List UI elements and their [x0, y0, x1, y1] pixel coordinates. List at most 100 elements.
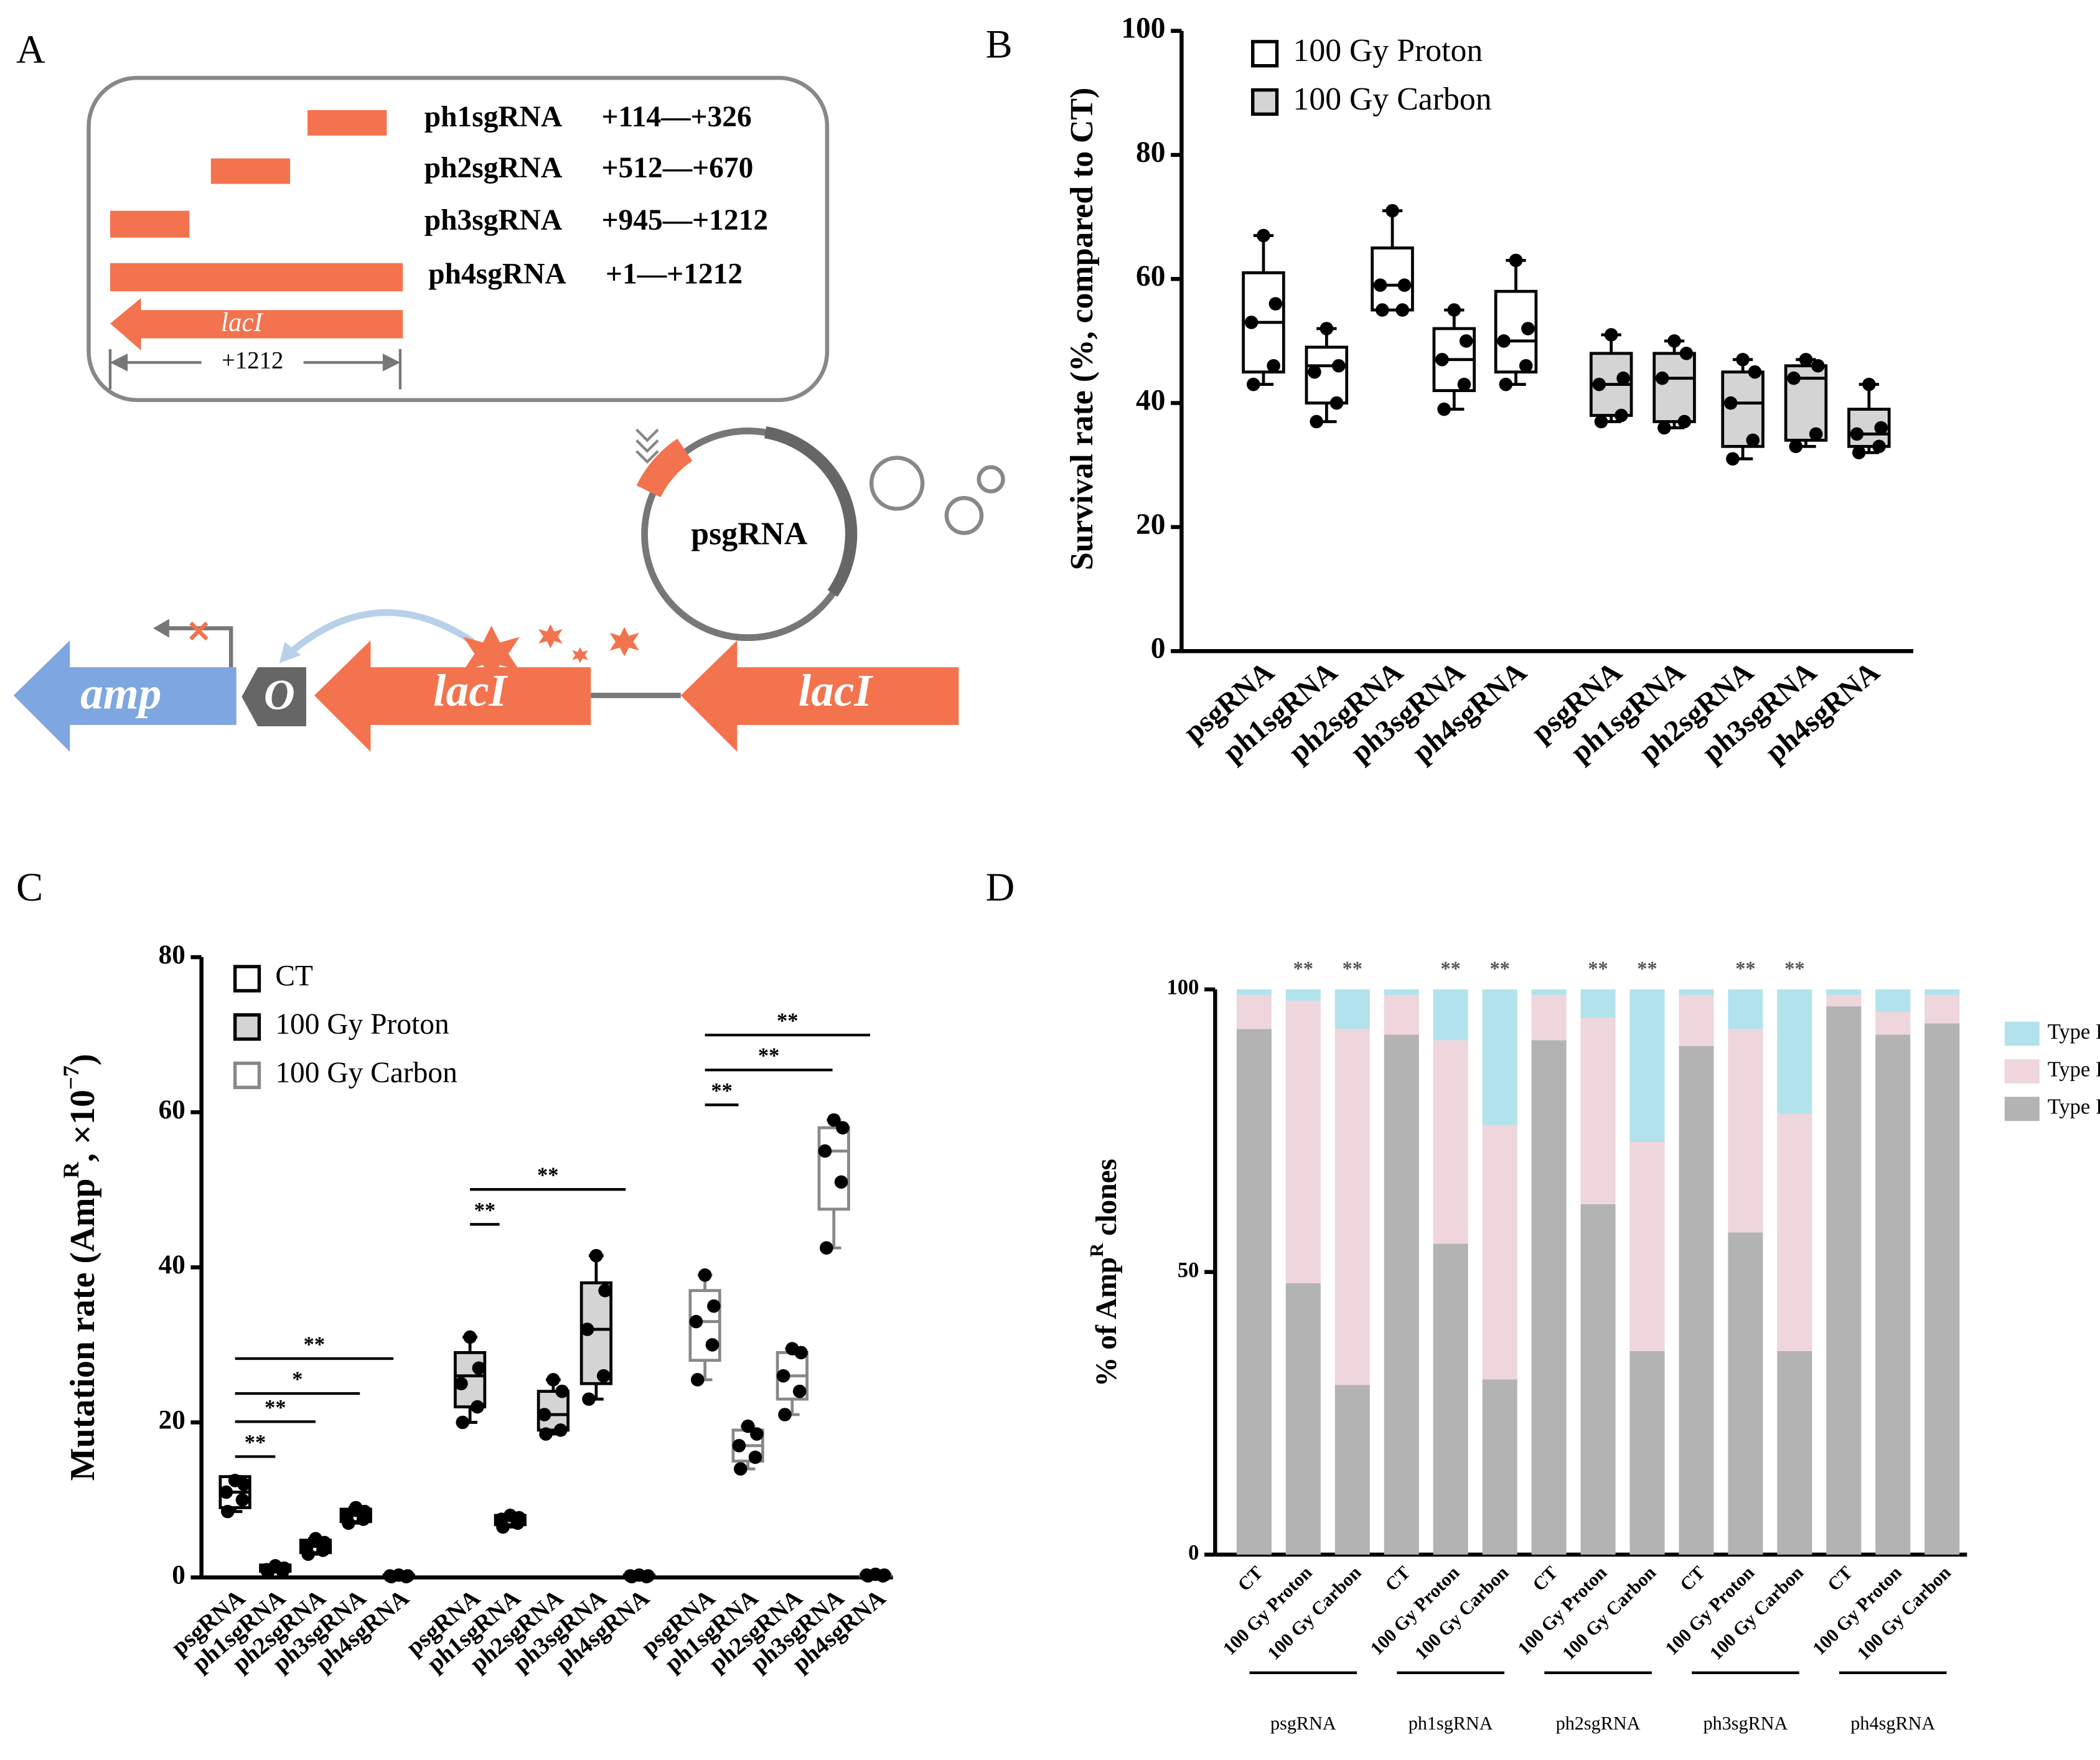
y-tick-label: 20	[1136, 508, 1165, 541]
bar-segment	[1826, 989, 1862, 995]
data-point	[741, 1419, 755, 1433]
y-axis-label: Mutation rate (AmpR, ×10−7)	[59, 1054, 103, 1481]
data-point	[555, 1384, 569, 1398]
data-point	[818, 1144, 832, 1158]
x-tick-label: CT	[1234, 1562, 1267, 1596]
bar-segment	[1384, 995, 1419, 1035]
protein	[538, 624, 563, 648]
data-point	[1657, 421, 1671, 435]
legend-label: Type II	[2048, 1057, 2100, 1081]
legend-swatch	[1251, 88, 1279, 116]
bar-segment	[1924, 1023, 1960, 1555]
panel-letter: A	[16, 27, 45, 72]
sgrna-box	[87, 75, 830, 403]
y-tick-label: 60	[1136, 260, 1165, 293]
data-point	[385, 1570, 398, 1584]
data-point	[1435, 353, 1449, 367]
bar-segment	[1580, 989, 1616, 1018]
y-axis-label: Survival rate (%, compared to CT)	[1064, 88, 1100, 570]
data-point	[1268, 297, 1283, 311]
promoter-head	[153, 619, 169, 638]
significance-label: **	[537, 1164, 559, 1187]
data-point	[1376, 303, 1389, 317]
box	[817, 1126, 850, 1211]
protein	[609, 627, 639, 657]
data-point	[1437, 402, 1451, 416]
bar-segment	[1482, 989, 1517, 1125]
y-tick-label: 0	[1151, 632, 1166, 665]
data-point	[794, 1346, 808, 1360]
bar-segment	[1875, 1034, 1911, 1555]
data-point	[496, 1520, 510, 1534]
data-point	[776, 1369, 790, 1383]
data-point	[399, 1570, 413, 1584]
y-tick-label: 50	[1178, 1258, 1199, 1282]
bar-segment	[1580, 1018, 1616, 1204]
bar-segment	[1728, 1029, 1763, 1233]
group-label: psgRNA	[1270, 1713, 1336, 1734]
plasmid-sgrna	[636, 438, 693, 498]
small-plasmid	[869, 456, 925, 511]
plasmid-segment	[764, 426, 858, 597]
data-point	[316, 1543, 330, 1557]
sgrna-range: +1—+1212	[606, 258, 743, 290]
data-point	[1789, 439, 1803, 454]
significance-label: **	[304, 1333, 326, 1357]
significance-label: **	[777, 1009, 799, 1033]
small-plasmid	[977, 465, 1005, 494]
data-point	[220, 1504, 235, 1519]
significance-label: **	[758, 1044, 780, 1068]
data-point	[261, 1565, 275, 1579]
bar-segment	[1433, 1243, 1468, 1555]
data-point	[1655, 371, 1669, 385]
panel-letter: C	[16, 864, 43, 909]
significance-label: **	[1293, 957, 1313, 980]
data-point	[471, 1400, 484, 1414]
y-axis-label-part: −7	[59, 1065, 84, 1090]
bar-segment	[1777, 1113, 1812, 1352]
data-point	[235, 1493, 250, 1507]
bar-segment	[1236, 989, 1272, 995]
significance-label: **	[1489, 957, 1509, 980]
significance-label: **	[1637, 957, 1657, 980]
data-point	[1811, 358, 1825, 373]
significance-label: **	[1441, 957, 1461, 980]
bar-segment	[1580, 1204, 1616, 1555]
sgrna-name: ph2sgRNA	[424, 152, 562, 184]
sgrna-name: ph1sgRNA	[424, 101, 562, 133]
bar-segment	[1285, 989, 1321, 1001]
data-point	[1746, 433, 1760, 447]
data-point	[792, 1384, 807, 1398]
group-label: ph2sgRNA	[1556, 1713, 1641, 1734]
data-point	[342, 1516, 355, 1530]
bar-segment	[1433, 1040, 1468, 1244]
data-point	[1726, 452, 1740, 466]
data-point	[1385, 204, 1399, 218]
sgrna-bar	[110, 263, 403, 292]
y-tick-label: 40	[1136, 384, 1165, 416]
bar-segment	[1384, 989, 1419, 995]
legend-label: 100 Gy Proton	[1293, 33, 1483, 68]
bar-segment	[1777, 989, 1812, 1114]
y-tick-label: 60	[159, 1095, 185, 1125]
x-tick-label: CT	[1823, 1562, 1857, 1596]
bar-segment	[1728, 1232, 1763, 1555]
length-label: +1212	[222, 347, 284, 373]
bar-segment	[1875, 989, 1911, 1013]
data-point	[1459, 334, 1473, 348]
data-point	[1519, 358, 1533, 373]
operator-label: O	[264, 671, 295, 719]
operator	[241, 667, 306, 727]
x-tick-label: CT	[1676, 1562, 1709, 1596]
data-point	[580, 1322, 594, 1336]
significance-label: **	[1784, 957, 1804, 980]
y-tick-label: 100	[1167, 976, 1199, 999]
gene-label: lacI	[221, 308, 265, 337]
bar-segment	[1531, 1040, 1567, 1555]
significance-label: **	[1735, 957, 1755, 980]
data-point	[1852, 446, 1866, 460]
data-point	[553, 1423, 568, 1437]
data-point	[1457, 377, 1471, 391]
laci-gene	[314, 640, 591, 752]
amp-label: amp	[80, 668, 161, 719]
